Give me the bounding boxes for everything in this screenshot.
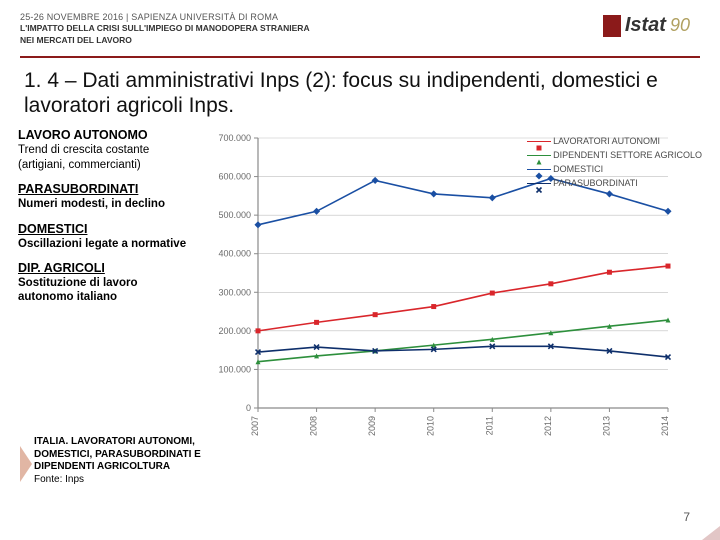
legend-marker-icon: [527, 183, 553, 185]
svg-text:400.000: 400.000: [218, 249, 251, 259]
header-date: 25-26 NOVEMBRE 2016 | SAPIENZA UNIVERSIT…: [20, 12, 700, 22]
sidebar-body: Sostituzione di lavoro autonomo italiano: [18, 276, 188, 305]
svg-text:2008: 2008: [309, 416, 319, 436]
sidebar-head: DOMESTICI: [18, 222, 188, 236]
chart-area: 0 100.000 200.000 300.000 400.000 500.000 600.…: [198, 128, 710, 448]
logo-brand: Istat: [625, 14, 666, 37]
svg-text:300.000: 300.000: [218, 288, 251, 298]
legend-row: PARASUBORDINATI: [527, 176, 702, 190]
svg-text:0: 0: [246, 403, 251, 413]
svg-text:2011: 2011: [484, 416, 494, 435]
sidebar-head: DIP. AGRICOLI: [18, 261, 188, 275]
header-subtitle-2: NEI MERCATI DEL LAVORO: [20, 35, 700, 46]
legend-label: PARASUBORDINATI: [553, 178, 638, 188]
svg-text:200.000: 200.000: [218, 326, 251, 336]
sidebar-body: Trend di crescita costante (artigiani, c…: [18, 143, 188, 172]
svg-text:2013: 2013: [601, 416, 611, 436]
sidebar-body: Oscillazioni legate a normative: [18, 237, 188, 251]
content-row: LAVORO AUTONOMOTrend di crescita costant…: [0, 124, 720, 448]
svg-text:2014: 2014: [660, 416, 670, 436]
corner-accent-icon: [702, 526, 720, 540]
sidebar-block: LAVORO AUTONOMOTrend di crescita costant…: [18, 128, 188, 172]
footnote-source: Fonte: Inps: [34, 474, 84, 485]
page-number: 7: [683, 510, 690, 524]
legend-label: DOMESTICI: [553, 164, 603, 174]
logo-istat: Istat 90: [603, 14, 690, 37]
legend-row: LAVORATORI AUTONOMI: [527, 134, 702, 148]
logo-mark-icon: [603, 15, 621, 37]
legend-marker-icon: [527, 169, 553, 171]
chart-legend: LAVORATORI AUTONOMI DIPENDENTI SETTORE AG…: [527, 134, 702, 190]
legend-label: LAVORATORI AUTONOMI: [553, 136, 660, 146]
svg-text:2007: 2007: [250, 416, 260, 436]
slide-title: 1. 4 – Dati amministrativi Inps (2): foc…: [0, 58, 720, 124]
svg-text:600.000: 600.000: [218, 172, 251, 182]
legend-row: DOMESTICI: [527, 162, 702, 176]
svg-text:100.000: 100.000: [218, 365, 251, 375]
sidebar-head: PARASUBORDINATI: [18, 182, 188, 196]
legend-row: DIPENDENTI SETTORE AGRICOLO: [527, 148, 702, 162]
svg-text:2012: 2012: [543, 416, 553, 436]
sidebar-body: Numeri modesti, in declino: [18, 197, 188, 211]
sidebar-head: LAVORO AUTONOMO: [18, 128, 188, 142]
legend-marker-icon: [527, 141, 553, 143]
svg-text:2009: 2009: [367, 416, 377, 436]
legend-label: DIPENDENTI SETTORE AGRICOLO: [553, 150, 702, 160]
chart-footnote: ITALIA. LAVORATORI AUTONOMI, DOMESTICI, …: [0, 430, 230, 486]
legend-marker-icon: [527, 155, 553, 157]
sidebar-block: DOMESTICIOscillazioni legate a normative: [18, 222, 188, 251]
svg-text:2010: 2010: [426, 416, 436, 436]
svg-text:500.000: 500.000: [218, 211, 251, 221]
sidebar-block: DIP. AGRICOLISostituzione di lavoro auto…: [18, 261, 188, 305]
footnote-text: ITALIA. LAVORATORI AUTONOMI, DOMESTICI, …: [34, 436, 201, 472]
header-subtitle-1: L'IMPATTO DELLA CRISI SULL'IMPIEGO DI MA…: [20, 23, 700, 34]
logo-badge: 90: [670, 15, 690, 36]
sidebar-block: PARASUBORDINATINumeri modesti, in declin…: [18, 182, 188, 211]
svg-text:700.000: 700.000: [218, 133, 251, 143]
sidebar: LAVORO AUTONOMOTrend di crescita costant…: [18, 128, 198, 448]
